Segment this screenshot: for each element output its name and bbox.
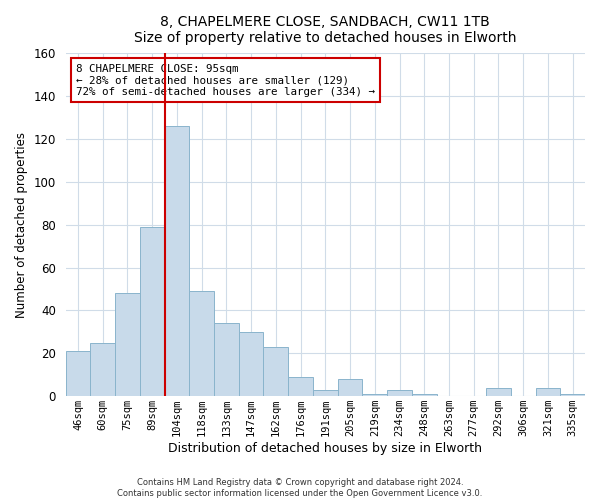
- Text: Contains HM Land Registry data © Crown copyright and database right 2024.
Contai: Contains HM Land Registry data © Crown c…: [118, 478, 482, 498]
- Bar: [338, 379, 362, 396]
- Bar: [190, 291, 214, 396]
- Bar: [288, 377, 313, 396]
- Text: 8 CHAPELMERE CLOSE: 95sqm
← 28% of detached houses are smaller (129)
72% of semi: 8 CHAPELMERE CLOSE: 95sqm ← 28% of detac…: [76, 64, 375, 97]
- Bar: [387, 390, 412, 396]
- Bar: [486, 388, 511, 396]
- Title: 8, CHAPELMERE CLOSE, SANDBACH, CW11 1TB
Size of property relative to detached ho: 8, CHAPELMERE CLOSE, SANDBACH, CW11 1TB …: [134, 15, 517, 45]
- Bar: [362, 394, 387, 396]
- Bar: [313, 390, 338, 396]
- Bar: [536, 388, 560, 396]
- Bar: [140, 227, 164, 396]
- Bar: [164, 126, 190, 396]
- Bar: [263, 347, 288, 396]
- Bar: [214, 324, 239, 396]
- X-axis label: Distribution of detached houses by size in Elworth: Distribution of detached houses by size …: [169, 442, 482, 455]
- Bar: [239, 332, 263, 396]
- Bar: [560, 394, 585, 396]
- Y-axis label: Number of detached properties: Number of detached properties: [15, 132, 28, 318]
- Bar: [412, 394, 437, 396]
- Bar: [91, 342, 115, 396]
- Bar: [65, 351, 91, 396]
- Bar: [115, 294, 140, 396]
